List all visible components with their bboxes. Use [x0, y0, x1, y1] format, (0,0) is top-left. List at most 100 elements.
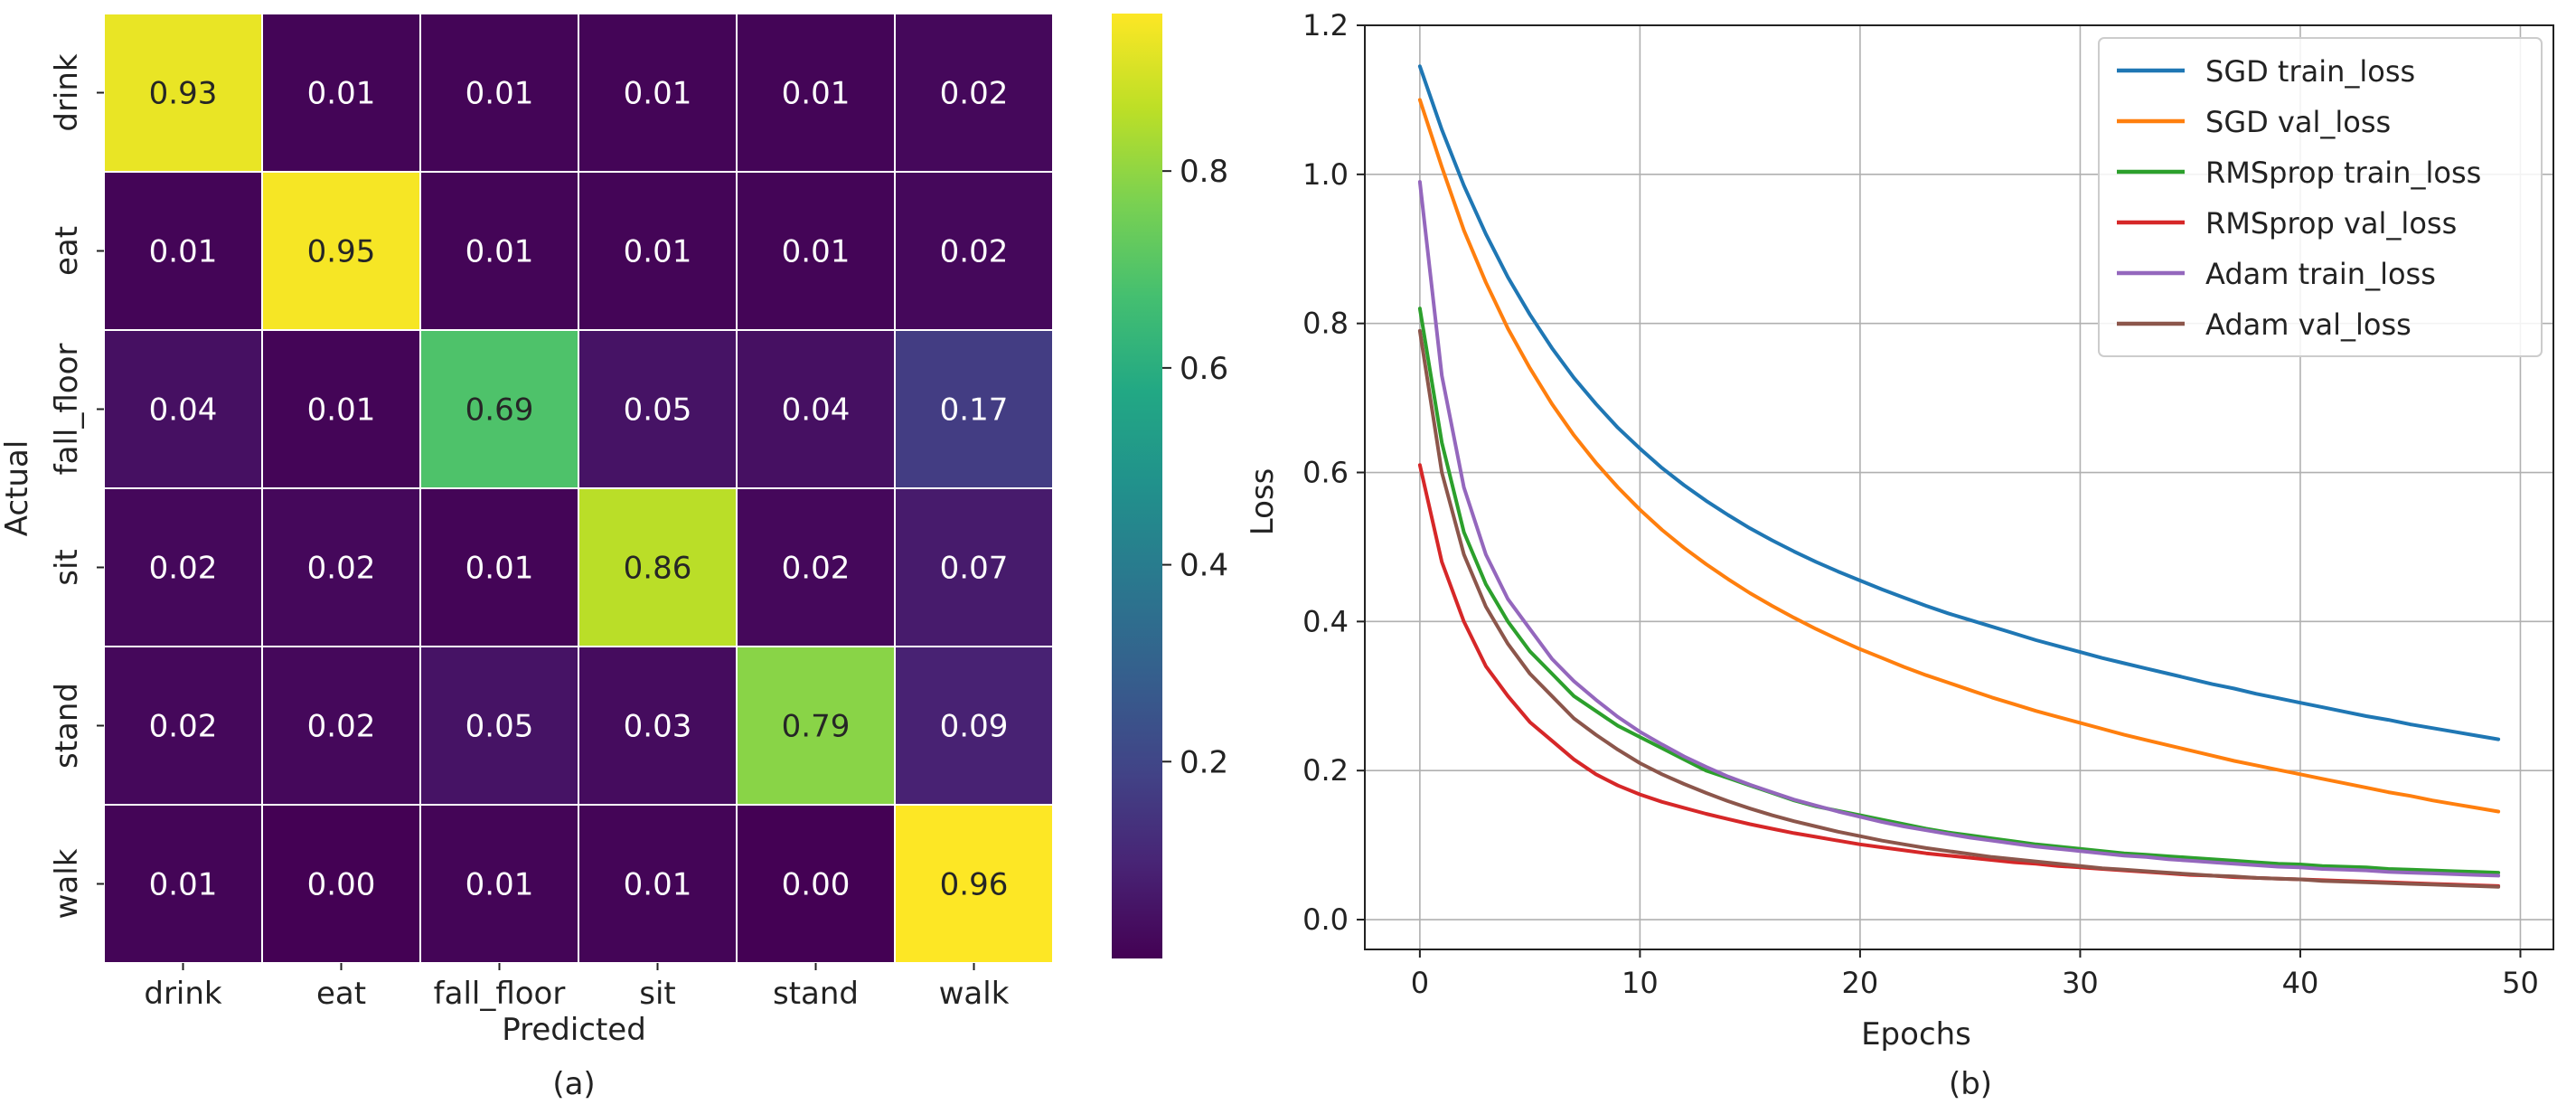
colorbar-ticks: 0.2 0.4 0.6 0.8	[1162, 154, 1228, 780]
heatmap-cell-label: 0.02	[307, 551, 376, 587]
x-tick-label: 20	[1842, 966, 1879, 1000]
heatmap-cell-label: 0.02	[940, 234, 1009, 270]
heatmap-cell	[578, 329, 738, 489]
heatmap-cell-label: 0.00	[307, 867, 376, 903]
heatmap-x-tick-label: fall_floor	[434, 976, 566, 1012]
heatmap-cell-label: 0.02	[940, 76, 1009, 112]
heatmap-y-tick-label: eat	[49, 226, 85, 276]
heatmap-cell-label: 0.17	[940, 392, 1009, 429]
caption-a: (a)	[552, 1066, 595, 1102]
heatmap-cell-label: 0.02	[307, 709, 376, 745]
legend-label: SGD train_loss	[2205, 54, 2415, 89]
caption-b: (b)	[1949, 1066, 1992, 1102]
heatmap-cell-label: 0.01	[307, 76, 376, 112]
heatmap-cell	[894, 329, 1054, 489]
heatmap-cell	[894, 487, 1054, 647]
heatmap-cell	[419, 487, 579, 647]
heatmap-cell	[894, 13, 1054, 173]
heatmap-cell	[261, 171, 421, 331]
heatmap-cell-label: 0.79	[782, 709, 851, 745]
heatmap-x-tick-label: eat	[316, 976, 366, 1012]
heatmap-cell-label: 0.02	[149, 551, 218, 587]
x-tick-label: 30	[2062, 966, 2099, 1000]
series-line	[1417, 307, 2501, 875]
heatmap-y-tick-label: sit	[49, 549, 85, 586]
y-tick-labels: 0.0 0.2 0.4 0.6 0.8 1.0 1.2	[1302, 8, 1365, 937]
heatmap-cell-label: 0.01	[149, 867, 218, 903]
x-tick-labels: 0 10 20 30 40 50	[1411, 949, 2539, 1000]
heatmap-cell	[736, 804, 896, 964]
heatmap-y-tick-label: drink	[49, 53, 85, 132]
legend-label: Adam val_loss	[2205, 307, 2411, 342]
heatmap-cell	[578, 13, 738, 173]
colorbar	[1112, 14, 1162, 958]
legend-box	[2098, 37, 2543, 357]
heatmap-cell-label: 0.09	[940, 709, 1009, 745]
y-axis-label: Loss	[1245, 468, 1281, 536]
heatmap-cell	[103, 487, 263, 647]
series-line	[1417, 180, 2501, 878]
x-tick-label: 0	[1411, 966, 1429, 1000]
heatmap-cell	[261, 13, 421, 173]
heatmap-y-tick-label: stand	[49, 683, 85, 769]
heatmap-cell-label: 0.04	[149, 392, 218, 429]
x-tick-label: 10	[1622, 966, 1659, 1000]
y-tick-label: 0.0	[1302, 902, 1349, 937]
series-line	[1417, 64, 2501, 741]
heatmap-cell-label: 0.01	[307, 392, 376, 429]
heatmap-cell	[894, 804, 1054, 964]
heatmap-cell-label: 0.05	[624, 392, 692, 429]
heatmap-cell-label: 0.93	[149, 76, 218, 112]
heatmap-cell	[736, 487, 896, 647]
heatmap-cell-label: 0.05	[465, 709, 534, 745]
heatmap-cell	[578, 646, 738, 806]
heatmap-cell-label: 0.01	[465, 551, 534, 587]
heatmap-cell-label: 0.01	[782, 76, 851, 112]
heatmap-cell	[103, 804, 263, 964]
heatmap-cell-label: 0.04	[782, 392, 851, 429]
heatmap-cell-label: 0.02	[782, 551, 851, 587]
heatmap-cell	[419, 646, 579, 806]
heatmap-x-tick-label: walk	[939, 976, 1010, 1012]
heatmap-cell	[578, 487, 738, 647]
x-axis-label: Epochs	[1861, 1016, 1971, 1053]
colorbar-tick-label: 0.4	[1180, 548, 1228, 584]
series-line	[1417, 98, 2501, 814]
heatmap-cell-label: 0.69	[465, 392, 534, 429]
heatmap-cell-label: 0.01	[465, 234, 534, 270]
heatmap-x-tick-label: sit	[639, 976, 676, 1012]
heatmap-cell-label: 0.02	[149, 709, 218, 745]
heatmap-y-axis-label: Actual	[0, 440, 35, 537]
y-tick-label: 1.0	[1302, 157, 1349, 192]
heatmap-cell-label: 0.95	[307, 234, 376, 270]
heatmap-cell-label: 0.01	[624, 234, 692, 270]
heatmap-cell-label: 0.01	[149, 234, 218, 270]
heatmap-x-axis-label: Predicted	[502, 1012, 646, 1048]
confusion-matrix-panel: 0.93 0.01 0.01 0.01 0.01 0.02 0.01 0.95 0.01 0.01…	[0, 13, 1228, 1102]
plot-border	[1364, 24, 2554, 950]
series-line	[1417, 328, 2501, 889]
legend-label: Adam train_loss	[2205, 257, 2436, 291]
heatmap-cell-label: 0.86	[624, 551, 692, 587]
heatmap-cell-label: 0.01	[624, 867, 692, 903]
heatmap-cell	[103, 329, 263, 489]
heatmap-cell	[419, 329, 579, 489]
heatmap-cell-label: 0.01	[465, 867, 534, 903]
heatmap-cell	[736, 329, 896, 489]
colorbar-tick-label: 0.2	[1180, 744, 1228, 780]
heatmap-cell-label: 0.01	[782, 234, 851, 270]
heatmap-x-tick-label: drink	[144, 976, 222, 1012]
heatmap-cell	[894, 646, 1054, 806]
colorbar-tick-label: 0.6	[1180, 351, 1228, 387]
x-tick-label: 40	[2282, 966, 2319, 1000]
x-tick-label: 50	[2502, 966, 2539, 1000]
heatmap-cell-label: 0.01	[624, 76, 692, 112]
heatmap-cell	[894, 171, 1054, 331]
heatmap-cell	[103, 646, 263, 806]
heatmap-cell	[103, 13, 263, 173]
heatmap-cell	[736, 646, 896, 806]
heatmap-x-tick-label: stand	[773, 976, 859, 1012]
heatmap-cell	[736, 13, 896, 173]
heatmap-cell	[261, 487, 421, 647]
